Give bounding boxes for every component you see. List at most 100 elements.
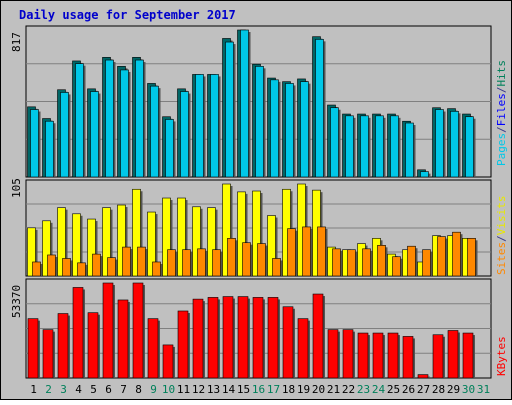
bar-kbytes-day-5: [87, 312, 99, 379]
y-max-label-hits: 817: [10, 32, 23, 52]
x-tick-label-day-8: 8: [135, 383, 142, 396]
bar-files-day-21: [330, 107, 339, 178]
bar-sites-day-15: [242, 242, 251, 277]
bar-files-day-6: [105, 59, 114, 178]
bar-sites-day-14: [227, 238, 236, 277]
bar-kbytes-day-15: [237, 296, 249, 379]
bar-kbytes-day-1: [27, 318, 39, 379]
bar-files-day-19: [300, 81, 309, 178]
bar-sites-day-7: [122, 246, 131, 277]
bar-sites-day-17: [272, 258, 281, 277]
bar-files-day-17: [270, 79, 279, 178]
x-tick-label-day-2: 2: [45, 383, 52, 396]
bar-kbytes-day-7: [117, 299, 129, 379]
bar-kbytes-day-11: [177, 310, 189, 379]
bar-sites-day-30: [467, 238, 476, 277]
x-axis-labels: 1 2 3 4 5 6 7 8 9 10 11 12 13 14 15 16 17 18 19 20 21 22 23 24 2…: [30, 383, 490, 396]
bar-kbytes-day-10: [162, 344, 174, 379]
bar-visits-day-12: [192, 206, 201, 277]
bar-files-day-22: [345, 115, 354, 178]
x-tick-label-day-1: 1: [30, 383, 37, 396]
bar-kbytes-day-20: [312, 293, 324, 379]
bar-files-day-29: [450, 111, 459, 178]
x-tick-label-day-16: 16: [252, 383, 265, 396]
legend-pages-files-hits-item-1: /: [495, 126, 508, 133]
x-tick-label-day-31: 31: [477, 383, 490, 396]
x-tick-label-day-4: 4: [75, 383, 82, 396]
bar-files-day-11: [180, 91, 189, 178]
bar-visits-day-7: [117, 204, 126, 277]
bar-files-day-14: [225, 41, 234, 178]
bar-visits-day-15: [237, 191, 246, 277]
bar-files-day-4: [75, 63, 84, 178]
bar-sites-day-1: [32, 261, 41, 277]
x-tick-label-day-23: 23: [357, 383, 370, 396]
bar-sites-day-26: [407, 245, 416, 277]
x-tick-label-day-17: 17: [267, 383, 280, 396]
bar-sites-day-28: [437, 236, 446, 277]
bar-files-day-15: [240, 29, 249, 178]
x-tick-label-day-6: 6: [105, 383, 112, 396]
y-max-label-kbytes: 53370: [10, 285, 23, 318]
bar-sites-day-13: [212, 249, 221, 277]
bar-files-day-16: [255, 66, 264, 178]
bar-kbytes-day-21: [327, 329, 339, 379]
bar-visits-day-5: [87, 218, 96, 277]
bar-visits-day-3: [57, 207, 66, 277]
x-tick-label-day-26: 26: [402, 383, 415, 396]
bar-kbytes-day-30: [462, 332, 474, 379]
bar-visits-day-14: [222, 183, 231, 277]
x-tick-label-day-22: 22: [342, 383, 355, 396]
bar-kbytes-day-17: [267, 297, 279, 379]
x-tick-label-day-27: 27: [417, 383, 430, 396]
legend-sites-visits: Sites/Visits: [495, 196, 508, 276]
bar-visits-day-9: [147, 211, 156, 277]
bar-visits-day-16: [252, 190, 261, 277]
bar-sites-day-8: [137, 246, 146, 277]
x-tick-label-day-7: 7: [120, 383, 127, 396]
legend-sites-visits-item-0: Sites: [495, 242, 508, 275]
bar-kbytes-day-12: [192, 298, 204, 379]
bar-kbytes-day-23: [357, 332, 369, 379]
bar-files-day-27: [420, 171, 429, 178]
bar-sites-day-9: [152, 261, 161, 277]
bar-kbytes-day-19: [297, 318, 309, 379]
x-tick-label-day-15: 15: [237, 383, 250, 396]
bar-sites-day-18: [287, 228, 296, 277]
bar-files-day-28: [435, 109, 444, 178]
bar-files-day-1: [30, 109, 39, 178]
y-max-label-visits: 105: [10, 178, 23, 198]
bar-files-day-18: [285, 83, 294, 178]
bar-sites-day-21: [332, 248, 341, 277]
bar-kbytes-day-27: [417, 374, 429, 379]
x-tick-label-day-12: 12: [192, 383, 205, 396]
bar-sites-day-20: [317, 226, 326, 277]
bar-files-day-12: [195, 74, 204, 178]
x-tick-label-day-11: 11: [177, 383, 190, 396]
bar-sites-day-25: [392, 256, 401, 277]
legend-pages-files-hits: Pages/Files/Hits: [495, 60, 508, 166]
bar-kbytes-day-14: [222, 296, 234, 379]
legend-pages-files-hits-item-0: Pages: [495, 133, 508, 166]
y-max-labels: 817 105 53370: [10, 32, 23, 318]
bar-kbytes-day-26: [402, 336, 414, 379]
bar-kbytes-day-6: [102, 282, 114, 379]
bar-kbytes-day-24: [372, 332, 384, 379]
bar-files-day-5: [90, 91, 99, 178]
x-tick-label-day-24: 24: [372, 383, 386, 396]
bar-kbytes-day-9: [147, 318, 159, 379]
bar-files-day-7: [120, 69, 129, 178]
x-tick-label-day-9: 9: [150, 383, 157, 396]
bar-visits-day-13: [207, 207, 216, 277]
bar-sites-day-24: [377, 245, 386, 277]
x-tick-label-day-25: 25: [387, 383, 400, 396]
bar-sites-day-29: [452, 231, 461, 277]
bars: [27, 29, 478, 379]
x-tick-label-day-5: 5: [90, 383, 97, 396]
bar-visits-day-6: [102, 207, 111, 277]
bar-kbytes-day-4: [72, 287, 84, 379]
bar-sites-day-6: [107, 257, 116, 277]
bar-visits-day-8: [132, 188, 141, 277]
